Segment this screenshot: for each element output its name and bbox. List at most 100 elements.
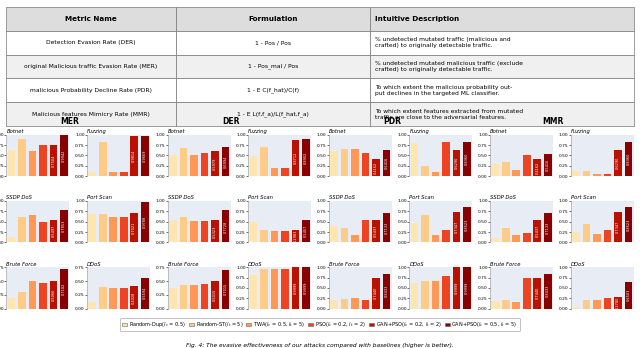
Bar xyxy=(50,145,58,176)
Text: 0.7133: 0.7133 xyxy=(546,221,550,234)
Bar xyxy=(211,151,219,176)
Text: MMR: MMR xyxy=(542,117,564,126)
Text: Botnet: Botnet xyxy=(6,129,24,134)
Text: SSDP DoS: SSDP DoS xyxy=(168,195,194,200)
Bar xyxy=(221,147,229,176)
Bar xyxy=(330,151,338,176)
Text: 0.7133: 0.7133 xyxy=(385,221,388,234)
Text: 0.9942: 0.9942 xyxy=(62,149,66,162)
Bar xyxy=(453,212,460,243)
Bar xyxy=(372,159,380,176)
Bar xyxy=(351,149,359,176)
Legend: Random-Dup($l_c$ = 0.5), Random-ST($l_t$ = 5), TWA($l_c$ = 0.5, $l_t$ = 5), PSO(: Random-Dup($l_c$ = 0.5), Random-ST($l_t$… xyxy=(120,318,520,331)
Bar xyxy=(432,280,440,309)
Text: DDoS: DDoS xyxy=(410,262,424,267)
Bar xyxy=(625,142,632,176)
Bar xyxy=(362,220,369,243)
Bar xyxy=(534,159,541,176)
Bar xyxy=(453,150,460,176)
Bar xyxy=(370,31,634,55)
Bar xyxy=(302,267,310,309)
Text: 0.4162: 0.4162 xyxy=(535,161,540,174)
Text: SSDP DoS: SSDP DoS xyxy=(490,195,516,200)
Bar xyxy=(340,228,348,243)
Text: Fuzzing: Fuzzing xyxy=(410,129,429,134)
Bar xyxy=(120,288,127,309)
Text: 0.8523: 0.8523 xyxy=(627,219,630,231)
Text: To which extent the malicious probability out-
put declines in the targeted ML c: To which extent the malicious probabilit… xyxy=(375,85,513,96)
Text: 0.5323: 0.5323 xyxy=(213,225,217,238)
Text: % undetected mutated traffic (malicious and
crafted) to originally detectable tr: % undetected mutated traffic (malicious … xyxy=(375,37,511,48)
Bar xyxy=(411,222,419,243)
Bar xyxy=(463,207,471,243)
Bar xyxy=(330,226,338,243)
Text: 1 - E L(f,f_a)/L(f_hat,f_a): 1 - E L(f,f_a)/L(f_hat,f_a) xyxy=(237,111,309,117)
Bar xyxy=(29,281,36,309)
Bar xyxy=(383,150,390,176)
Bar xyxy=(19,217,26,243)
Bar xyxy=(302,139,310,176)
Bar xyxy=(190,285,198,309)
Bar xyxy=(523,278,531,309)
Bar xyxy=(169,220,177,243)
Bar xyxy=(8,237,15,243)
Text: Formulation: Formulation xyxy=(248,16,298,22)
Bar xyxy=(60,135,68,176)
Bar xyxy=(292,140,300,176)
Bar xyxy=(271,168,278,176)
Bar xyxy=(582,300,590,309)
Text: Malicious features Mimicry Rate (MMR): Malicious features Mimicry Rate (MMR) xyxy=(32,112,150,117)
Bar xyxy=(190,155,198,176)
Bar xyxy=(372,220,380,243)
Bar xyxy=(180,285,187,309)
Bar xyxy=(281,231,289,243)
Bar xyxy=(421,215,429,243)
Text: 0.7015: 0.7015 xyxy=(223,283,227,295)
Text: Port Scan: Port Scan xyxy=(87,195,112,200)
Text: 0.8433: 0.8433 xyxy=(385,285,388,298)
Text: 0.9999: 0.9999 xyxy=(304,282,308,294)
Bar xyxy=(572,307,580,309)
Bar xyxy=(131,135,138,176)
Bar xyxy=(169,155,177,176)
Text: 0.9999: 0.9999 xyxy=(454,282,459,294)
Text: Port Scan: Port Scan xyxy=(410,195,435,200)
Bar xyxy=(513,235,520,243)
Text: 0.7440: 0.7440 xyxy=(374,287,378,300)
Text: Fuzzing: Fuzzing xyxy=(571,129,591,134)
Bar xyxy=(176,102,370,126)
Text: 0.8523: 0.8523 xyxy=(465,219,469,231)
Bar xyxy=(362,153,369,176)
Bar xyxy=(544,213,552,243)
Bar xyxy=(614,212,621,243)
Text: 0.5066: 0.5066 xyxy=(52,288,56,301)
Text: 0.2780: 0.2780 xyxy=(616,297,620,309)
Bar xyxy=(370,102,634,126)
Text: % undetected mutated malicious traffic (exclude
crafted) to originally detectabl: % undetected mutated malicious traffic (… xyxy=(375,61,523,72)
Bar xyxy=(60,269,68,309)
Bar xyxy=(572,171,580,176)
Bar xyxy=(141,278,148,309)
Text: 0.7728: 0.7728 xyxy=(223,220,227,232)
Bar xyxy=(221,270,229,309)
Bar xyxy=(176,78,370,102)
Text: 0.7853: 0.7853 xyxy=(62,220,66,232)
Bar xyxy=(604,298,611,309)
Bar xyxy=(411,283,419,309)
Text: Brute Force: Brute Force xyxy=(329,262,359,267)
Text: 0.8360: 0.8360 xyxy=(627,153,630,165)
Text: Detection Evasion Rate (DER): Detection Evasion Rate (DER) xyxy=(46,40,136,45)
Bar xyxy=(604,174,611,176)
Text: 0.5594: 0.5594 xyxy=(143,287,147,299)
Bar xyxy=(544,274,552,309)
Bar xyxy=(39,222,47,243)
Text: 0.8902: 0.8902 xyxy=(304,151,308,164)
Text: Botnet: Botnet xyxy=(490,129,508,134)
Text: 0.4162: 0.4162 xyxy=(374,161,378,174)
Bar xyxy=(109,217,117,243)
Bar xyxy=(302,220,310,243)
Bar xyxy=(370,78,634,102)
Bar xyxy=(370,55,634,78)
Text: 0.6416: 0.6416 xyxy=(385,157,388,169)
Bar xyxy=(250,156,257,176)
